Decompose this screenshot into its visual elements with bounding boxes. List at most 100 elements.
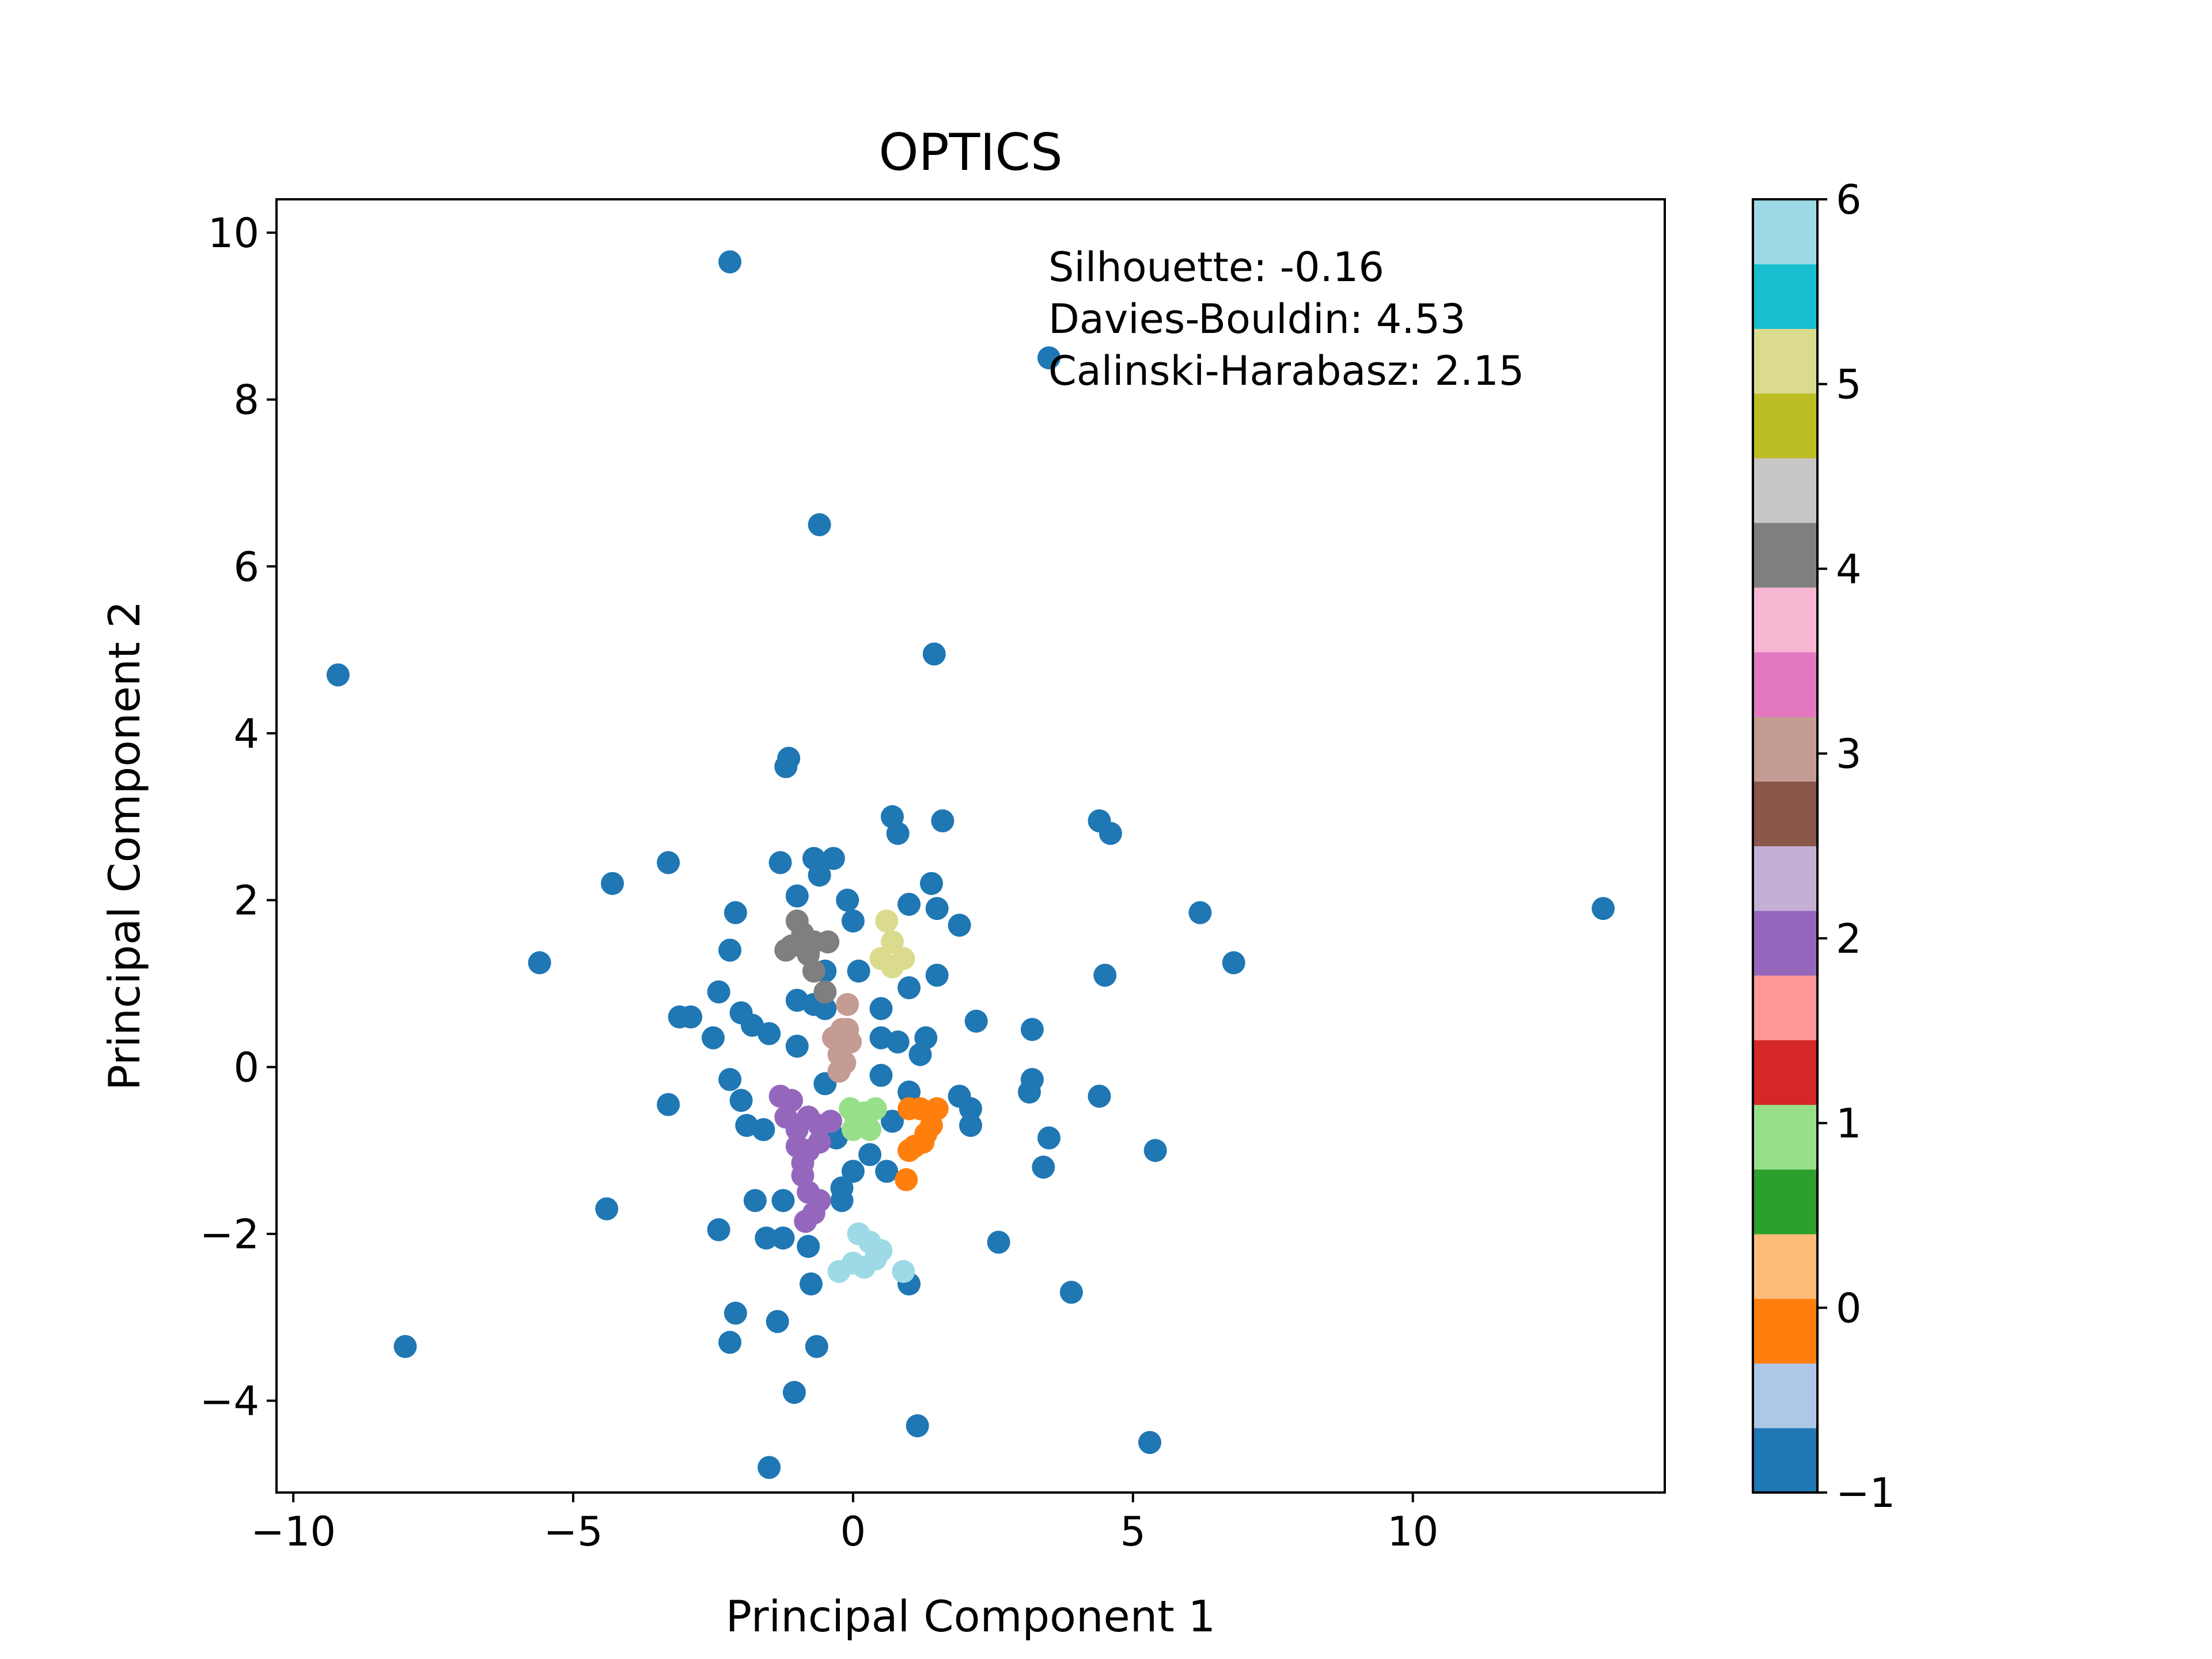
colorbar-segment [1753, 587, 1817, 653]
data-point-cluster-neg1 [1143, 1139, 1167, 1162]
data-point-cluster-neg1 [774, 755, 798, 778]
data-point-cluster-neg1 [768, 851, 792, 874]
data-point-cluster-neg1 [1138, 1431, 1161, 1455]
data-point-cluster-neg1 [897, 892, 921, 916]
data-point-cluster-neg1 [1037, 346, 1060, 370]
colorbar-segment [1753, 264, 1817, 329]
data-point-cluster-4 [813, 980, 837, 1003]
data-point-cluster-neg1 [1032, 1156, 1055, 1179]
x-tick-label: −10 [251, 1508, 336, 1555]
data-point-cluster-neg1 [1592, 897, 1615, 921]
data-point-cluster-neg1 [800, 1272, 823, 1296]
data-point-cluster-neg1 [782, 1381, 806, 1404]
data-point-cluster-neg1 [808, 513, 831, 536]
data-point-cluster-neg1 [908, 1043, 932, 1066]
data-point-cluster-neg1 [797, 1234, 820, 1258]
data-point-cluster-neg1 [1037, 1126, 1060, 1150]
data-point-cluster-neg1 [528, 951, 551, 975]
data-point-cluster-neg1 [771, 1226, 795, 1250]
data-point-cluster-neg1 [922, 642, 946, 666]
x-axis-ticks: −10 −5 0 5 10 [251, 1493, 1438, 1555]
colorbar-tick-label: 1 [1836, 1100, 1862, 1147]
colorbar-segment [1753, 1298, 1817, 1364]
data-point-cluster-6 [827, 1260, 851, 1283]
data-point-cluster-neg1 [1222, 951, 1245, 975]
data-point-cluster-3 [836, 1018, 859, 1041]
data-point-cluster-0 [911, 1130, 935, 1154]
data-point-cluster-neg1 [393, 1335, 417, 1358]
metrics-annotation: Silhouette: -0.16 Davies-Bouldin: 4.53 C… [1048, 244, 1524, 395]
data-point-cluster-3 [827, 1059, 851, 1083]
data-point-cluster-neg1 [821, 847, 845, 870]
colorbar-segment [1753, 652, 1817, 717]
data-point-cluster-neg1 [959, 1113, 982, 1137]
colorbar-tick-label: 3 [1836, 730, 1862, 778]
data-point-cluster-neg1 [875, 1160, 899, 1183]
colorbar-segment [1753, 1363, 1817, 1429]
data-point-cluster-neg1 [841, 1160, 865, 1183]
data-point-cluster-neg1 [785, 1035, 809, 1058]
data-point-cluster-neg1 [1018, 1080, 1041, 1104]
data-point-cluster-neg1 [679, 1005, 703, 1029]
data-point-cluster-5 [875, 909, 899, 933]
x-tick-label: 0 [840, 1508, 866, 1555]
data-point-cluster-neg1 [959, 1097, 982, 1120]
data-point-cluster-neg1 [830, 1189, 854, 1213]
y-axis-label: Principal Component 2 [99, 601, 150, 1090]
data-point-cluster-neg1 [718, 250, 742, 274]
chart-title: OPTICS [878, 123, 1062, 182]
colorbar-frame [1752, 198, 1819, 1494]
data-point-cluster-neg1 [1088, 1085, 1111, 1108]
data-point-cluster-neg1 [326, 663, 350, 687]
data-point-cluster-3 [836, 993, 859, 1016]
colorbar-tick-label: 4 [1836, 546, 1862, 593]
data-point-cluster-neg1 [785, 884, 809, 908]
data-point-cluster-1 [853, 1101, 876, 1124]
colorbar-segment [1753, 522, 1817, 588]
y-tick-label: 6 [233, 543, 259, 590]
data-point-cluster-neg1 [886, 1030, 910, 1054]
data-point-cluster-4 [774, 938, 798, 962]
data-point-cluster-neg1 [841, 909, 865, 933]
colorbar-segment [1753, 975, 1817, 1040]
data-point-cluster-neg1 [718, 938, 742, 962]
data-point-cluster-neg1 [1059, 1281, 1083, 1304]
colorbar-segment [1753, 781, 1817, 847]
colorbar-segment [1753, 1104, 1817, 1170]
data-point-cluster-neg1 [869, 997, 893, 1020]
data-point-cluster-neg1 [743, 1189, 767, 1213]
colorbar-segment [1753, 846, 1817, 911]
data-point-cluster-0 [895, 1168, 918, 1191]
x-axis-label: Principal Component 1 [726, 1591, 1215, 1642]
data-point-cluster-neg1 [808, 863, 831, 887]
colorbar-tick-label: 0 [1836, 1285, 1862, 1332]
y-tick-label: 2 [233, 877, 259, 925]
data-point-cluster-neg1 [906, 1414, 929, 1438]
data-point-cluster-2 [819, 1109, 843, 1133]
colorbar-segment [1753, 1427, 1817, 1493]
data-point-cluster-neg1 [805, 1335, 828, 1358]
data-point-cluster-neg1 [1099, 821, 1122, 845]
colorbar-tick-label: 6 [1836, 176, 1862, 224]
data-point-cluster-2 [802, 1201, 825, 1225]
data-point-cluster-4 [802, 959, 825, 983]
data-point-cluster-neg1 [1020, 1018, 1044, 1041]
colorbar-ticks: −1 0 1 2 3 4 5 6 [1817, 176, 1895, 1517]
data-point-cluster-neg1 [601, 872, 624, 895]
x-tick-label: 5 [1120, 1508, 1146, 1555]
data-point-cluster-neg1 [707, 1218, 730, 1241]
data-point-cluster-neg1 [897, 1080, 921, 1104]
x-tick-label: −5 [543, 1508, 603, 1555]
data-point-cluster-neg1 [771, 1189, 795, 1213]
data-point-cluster-neg1 [881, 1109, 904, 1133]
data-point-cluster-neg1 [869, 1063, 893, 1087]
data-point-cluster-neg1 [925, 897, 949, 921]
data-point-cluster-neg1 [847, 959, 870, 983]
data-point-cluster-neg1 [595, 1197, 619, 1221]
data-point-cluster-neg1 [757, 1022, 781, 1046]
data-point-cluster-neg1 [766, 1310, 789, 1334]
y-tick-label: 8 [233, 377, 259, 424]
data-point-cluster-2 [808, 1130, 831, 1154]
colorbar-segment [1753, 199, 1817, 264]
